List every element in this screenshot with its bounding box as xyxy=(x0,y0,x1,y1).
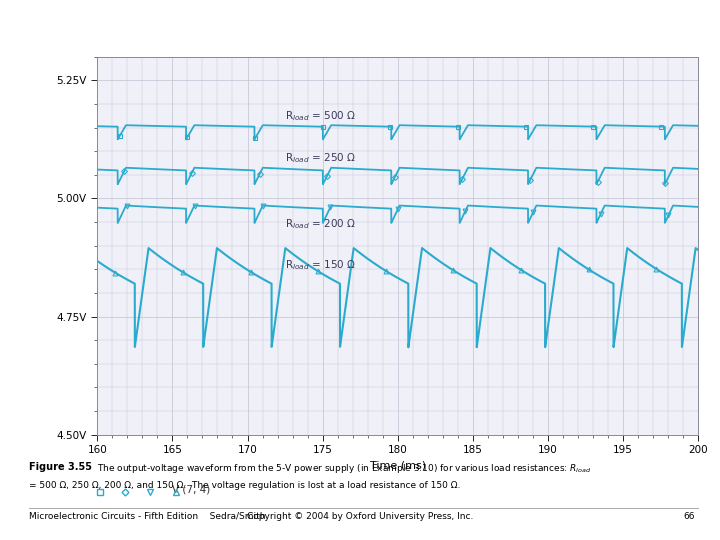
Text: R$_{load}$ = 500 Ω: R$_{load}$ = 500 Ω xyxy=(285,109,356,123)
Text: 66: 66 xyxy=(683,512,695,521)
Text: Figure 3.55: Figure 3.55 xyxy=(29,462,92,472)
Text: The output-voltage waveform from the 5-V power supply (in Example 3.10) for vari: The output-voltage waveform from the 5-V… xyxy=(97,462,592,475)
Text: = 500 Ω, 250 Ω, 200 Ω, and 150 Ω.  The voltage regulation is lost at a load resi: = 500 Ω, 250 Ω, 200 Ω, and 150 Ω. The vo… xyxy=(29,481,460,490)
Text: R$_{load}$ = 150 Ω: R$_{load}$ = 150 Ω xyxy=(285,258,356,272)
Text: Microelectronic Circuits - Fifth Edition    Sedra/Smith: Microelectronic Circuits - Fifth Edition… xyxy=(29,512,265,521)
Text: Copyright © 2004 by Oxford University Press, Inc.: Copyright © 2004 by Oxford University Pr… xyxy=(247,512,473,521)
Text: R$_{load}$ = 200 Ω: R$_{load}$ = 200 Ω xyxy=(285,218,356,231)
Text: V (7, 4): V (7, 4) xyxy=(172,484,210,495)
Text: R$_{load}$ = 250 Ω: R$_{load}$ = 250 Ω xyxy=(285,151,356,165)
X-axis label: Time (ms): Time (ms) xyxy=(370,461,426,471)
Legend: , , , : , , , xyxy=(90,488,187,498)
